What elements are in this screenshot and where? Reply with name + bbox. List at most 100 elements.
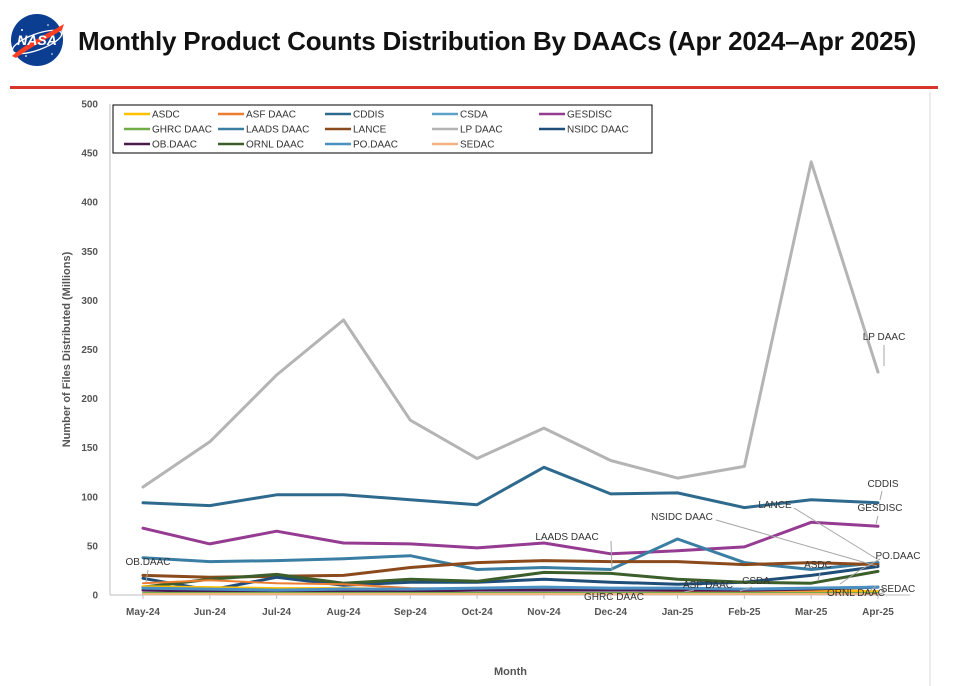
annotation-laads-daac: LAADS DAAC <box>535 532 613 571</box>
x-tick-label: May-24 <box>126 607 160 618</box>
legend-item-lp-daac: LP DAAC <box>432 125 503 136</box>
x-tick-label: Aug-24 <box>327 607 361 618</box>
annotation-lance: LANCE <box>758 500 878 560</box>
y-tick-label: 0 <box>92 591 98 602</box>
line-chart: 0 50 100 150 200 250 300 350 400 450 500 May-24 Jun-… <box>0 92 931 686</box>
y-tick-label: 450 <box>81 149 98 160</box>
annotation-sedac: SEDAC <box>879 584 915 595</box>
legend-item-ob-daac: OB.DAAC <box>124 140 197 151</box>
annotation-text: GHRC DAAC <box>584 592 644 603</box>
legend-label: LANCE <box>353 125 387 136</box>
y-tick-label: 300 <box>81 296 98 307</box>
annotation-text: LP DAAC <box>863 332 906 343</box>
annotation-leader-line <box>715 519 878 567</box>
annotation-text: LAADS DAAC <box>535 532 598 543</box>
series-line-gesdisc <box>141 520 880 556</box>
annotation-text: SEDAC <box>881 584 915 595</box>
legend-item-cddis: CDDIS <box>325 110 384 121</box>
legend-item-sedac: SEDAC <box>432 140 494 151</box>
annotation-leader-line <box>817 572 821 581</box>
series-line-lp-daac <box>141 160 880 489</box>
annotation-po-daac: PO.DAAC <box>839 551 921 585</box>
x-tick-label: Nov-24 <box>527 607 561 618</box>
annotation-asdc: ASDC <box>804 560 832 581</box>
legend-label: ORNL DAAC <box>246 140 304 151</box>
annotation-cddis: CDDIS <box>867 479 899 501</box>
x-tick-label: Apr-25 <box>862 607 894 618</box>
legend-label: NSIDC DAAC <box>567 125 629 136</box>
legend-label: GESDISC <box>567 110 612 121</box>
annotation-text: CSDA <box>742 576 770 587</box>
annotation-text: OB.DAAC <box>125 557 170 568</box>
y-axis-title: Number of Files Distributed (Millions) <box>61 251 73 447</box>
annotation-text: LANCE <box>758 500 792 511</box>
chart-area <box>0 92 930 686</box>
legend-item-gesdisc: GESDISC <box>539 110 612 121</box>
legend-label: CDDIS <box>353 110 384 121</box>
annotation-text: NSIDC DAAC <box>651 512 713 523</box>
x-tick-label: Dec-24 <box>594 607 627 618</box>
y-tick-label: 250 <box>81 345 98 356</box>
legend-label: CSDA <box>460 110 488 121</box>
annotation-leader-line <box>839 558 881 585</box>
annotation-text: ORNL DAAC <box>827 588 885 599</box>
y-tick-label: 350 <box>81 247 98 258</box>
x-tick-label: Jan-25 <box>662 607 694 618</box>
page-title: Monthly Product Counts Distribution By D… <box>78 26 917 56</box>
series-layer <box>141 160 880 595</box>
x-tick-label: Jun-24 <box>194 607 227 618</box>
legend-item-nsidc-daac: NSIDC DAAC <box>539 125 629 136</box>
annotation-ornl-daac: ORNL DAAC <box>827 585 885 599</box>
legend: ASDC ASF DAAC CDDIS CSDA GESDISC GHRC DAAC LAA… <box>112 104 653 154</box>
x-tick-label: Jul-24 <box>262 607 291 618</box>
annotation-text: GESDISC <box>857 503 902 514</box>
legend-label: GHRC DAAC <box>152 125 212 136</box>
nasa-logo: NASA <box>11 14 64 66</box>
x-tick-label: Feb-25 <box>728 607 761 618</box>
annotation-leader-line <box>875 515 879 525</box>
legend-item-laads-daac: LAADS DAAC <box>218 125 309 136</box>
annotation-text: ASF DAAC <box>683 580 733 591</box>
title-divider <box>10 86 938 89</box>
annotation-csda: CSDA <box>739 576 770 592</box>
annotation-leader-line <box>739 586 753 592</box>
y-tick-label: 500 <box>81 100 98 111</box>
legend-item-csda: CSDA <box>432 110 488 121</box>
annotation-leader-line <box>867 585 877 593</box>
annotation-leader-line <box>793 507 878 560</box>
line-labels: LP DAAC CDDIS GESDISC LANCE NSIDC DAAC LAADS … <box>125 332 920 603</box>
x-tick-label: Mar-25 <box>795 607 828 618</box>
series-line-po-daac <box>141 585 880 592</box>
annotation-text: CDDIS <box>867 479 898 490</box>
legend-label: LAADS DAAC <box>246 125 309 136</box>
annotation-leader-line <box>610 540 613 571</box>
annotation-leader-line <box>683 589 695 593</box>
series-line-cddis <box>141 465 880 510</box>
nasa-logo-text: NASA <box>17 32 57 48</box>
x-tick-label: Sep-24 <box>394 607 427 618</box>
annotation-nsidc-daac: NSIDC DAAC <box>651 512 878 567</box>
y-tick-label: 150 <box>81 443 98 454</box>
slide-header: NASA Monthly Product Counts Distribution… <box>0 0 955 92</box>
y-tick-label: 400 <box>81 198 98 209</box>
legend-label: SEDAC <box>460 140 494 151</box>
annotation-lp-daac: LP DAAC <box>863 332 906 366</box>
series-line-ornl-daac <box>141 569 880 589</box>
annotation-text: ASDC <box>804 560 832 571</box>
legend-item-asf-daac: ASF DAAC <box>218 110 296 121</box>
annotation-leader-line <box>145 569 149 583</box>
x-axis-title: Month <box>494 666 527 678</box>
annotation-gesdisc: GESDISC <box>857 503 903 525</box>
y-tick-label: 100 <box>81 492 98 503</box>
annotation-ghrc-daac: GHRC DAAC <box>584 592 644 603</box>
annotation-leader-line <box>879 490 883 501</box>
annotation-asf-daac: ASF DAAC <box>683 580 733 593</box>
x-tick-label: Oct-24 <box>462 607 494 618</box>
annotation-leader-line <box>879 591 886 595</box>
legend-item-asdc: ASDC <box>124 110 180 121</box>
legend-item-ornl-daac: ORNL DAAC <box>218 140 304 151</box>
annotation-ob-daac: OB.DAAC <box>125 557 171 583</box>
legend-label: ASDC <box>152 110 180 121</box>
y-tick-label: 200 <box>81 394 98 405</box>
legend-item-ghrc-daac: GHRC DAAC <box>124 125 212 136</box>
